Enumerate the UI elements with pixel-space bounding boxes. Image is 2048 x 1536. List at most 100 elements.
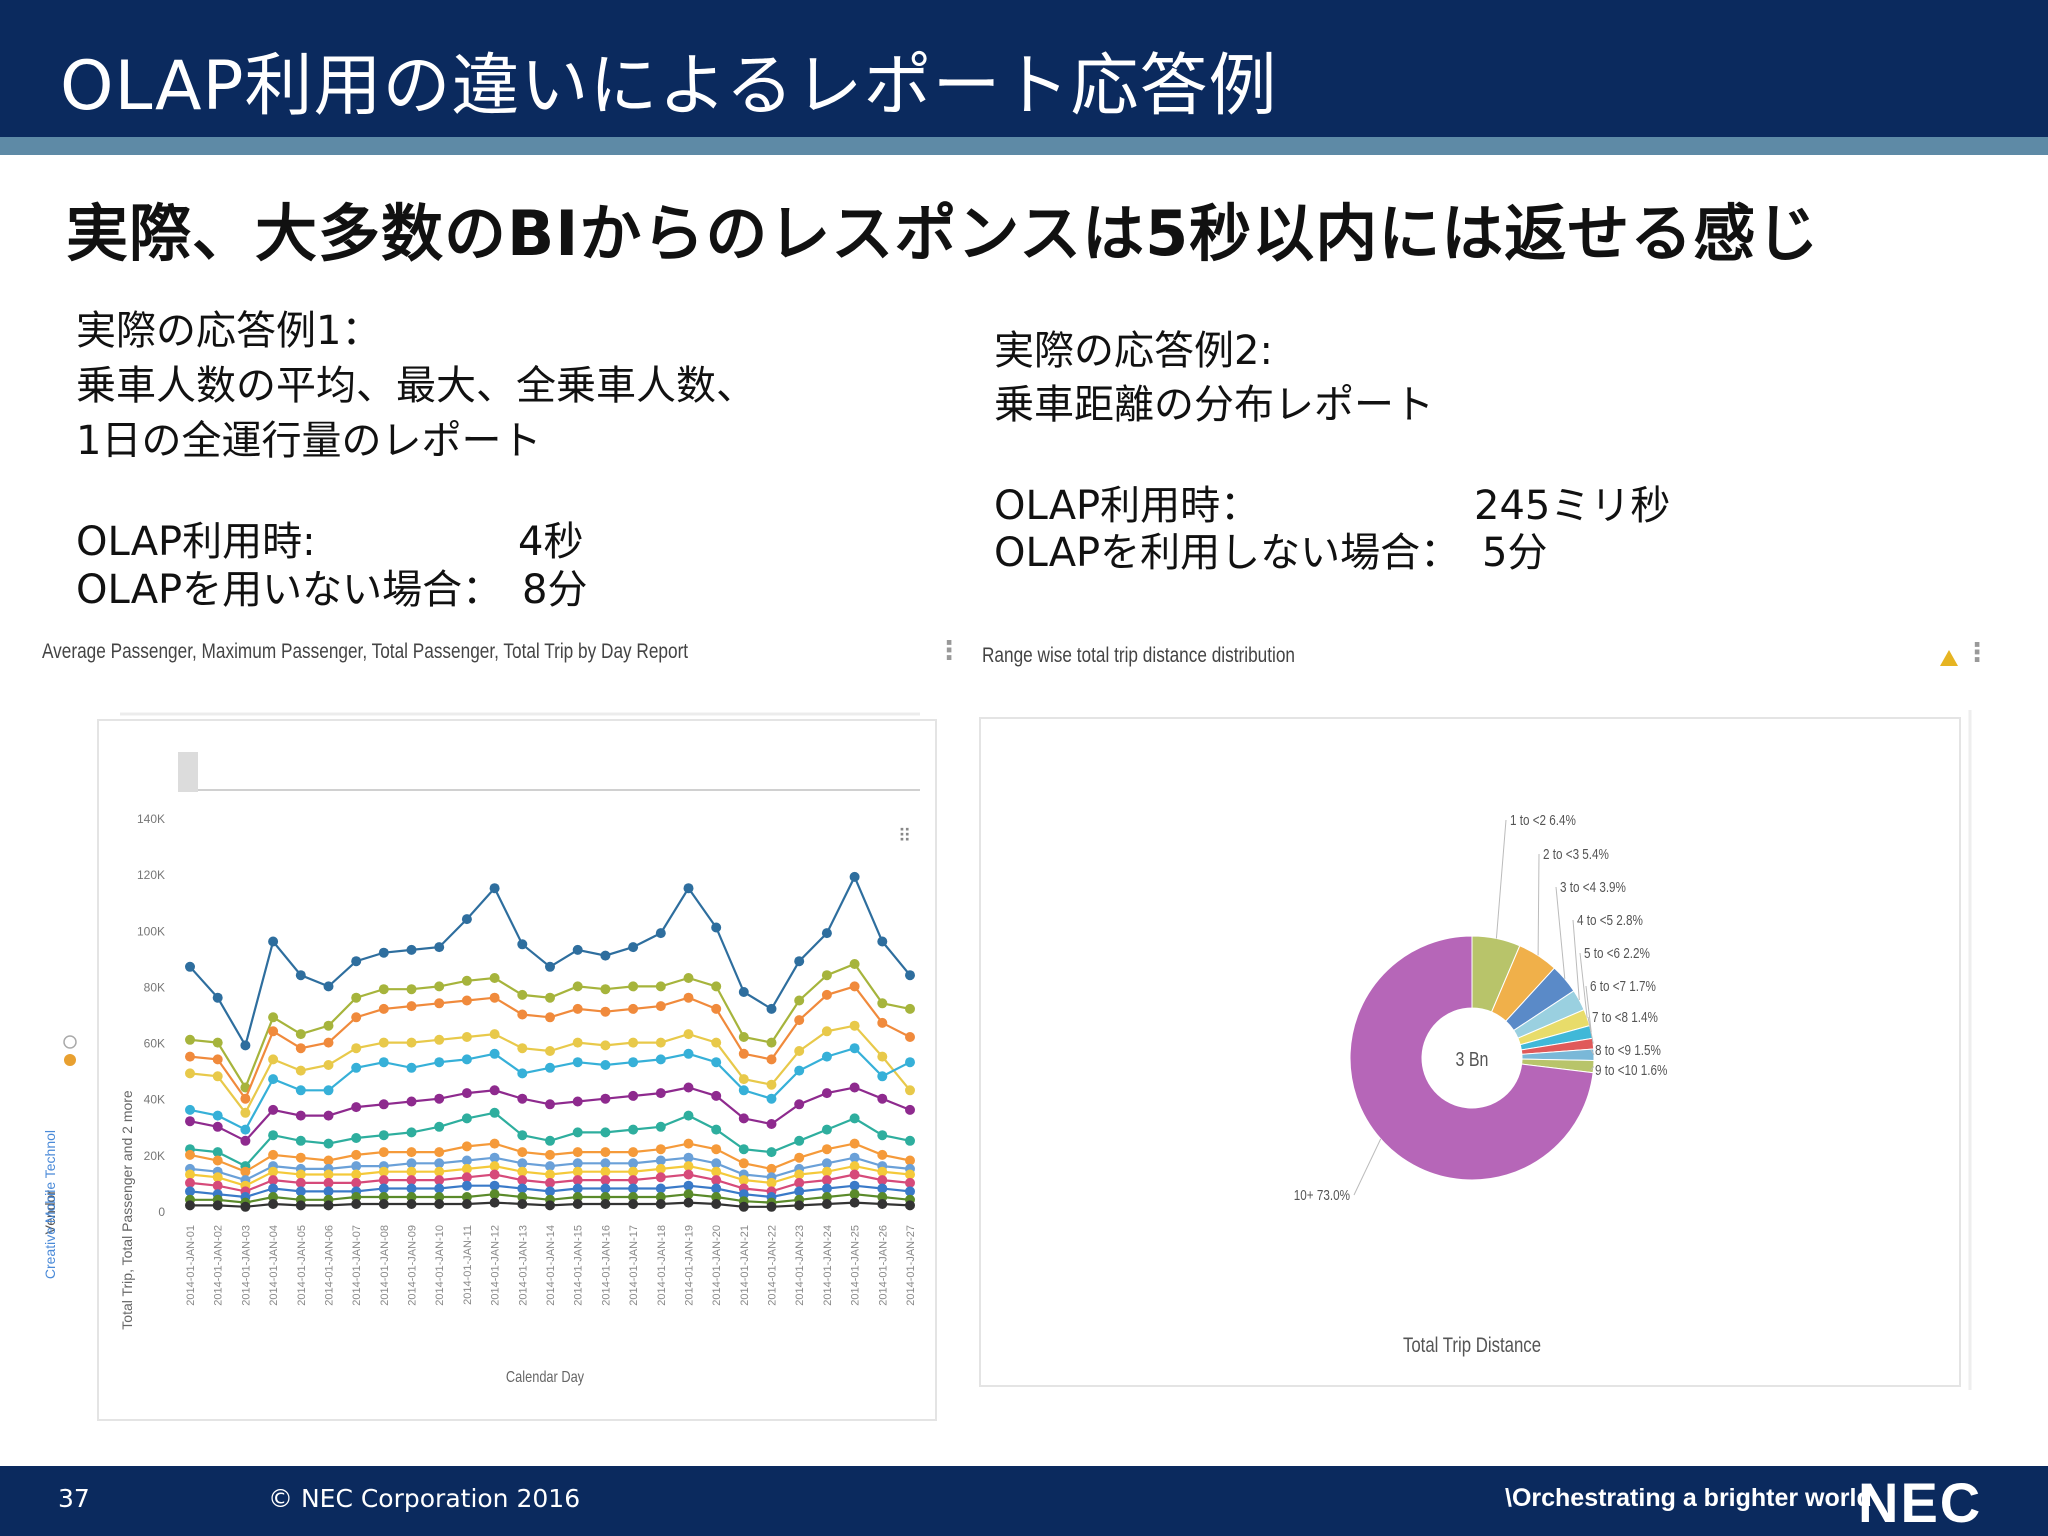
data-point[interactable] [185, 1104, 195, 1115]
data-point[interactable] [185, 1186, 195, 1197]
data-point[interactable] [766, 1079, 777, 1090]
data-point[interactable] [905, 1104, 915, 1115]
data-point[interactable] [212, 1155, 223, 1166]
data-point[interactable] [738, 1085, 749, 1096]
data-point[interactable] [600, 1166, 611, 1177]
data-point[interactable] [351, 956, 362, 967]
data-point[interactable] [849, 959, 860, 969]
data-point[interactable] [268, 1074, 279, 1085]
data-point[interactable] [434, 1093, 445, 1104]
data-point[interactable] [517, 1166, 528, 1177]
data-point[interactable] [240, 1124, 251, 1135]
data-point[interactable] [821, 1166, 832, 1177]
data-point[interactable] [628, 1124, 639, 1135]
data-point[interactable] [268, 1199, 279, 1209]
data-point[interactable] [212, 1147, 223, 1158]
data-point[interactable] [683, 1138, 694, 1149]
data-point[interactable] [683, 1110, 694, 1121]
data-point[interactable] [572, 1057, 583, 1068]
data-point[interactable] [545, 992, 555, 1003]
data-point[interactable] [323, 1020, 334, 1031]
data-point[interactable] [268, 1192, 279, 1202]
data-point[interactable] [794, 1186, 805, 1197]
data-point[interactable] [683, 1029, 694, 1040]
data-point[interactable] [711, 1003, 722, 1014]
data-point[interactable] [738, 987, 749, 997]
data-point[interactable] [738, 1175, 749, 1186]
data-point[interactable] [434, 998, 445, 1009]
data-point[interactable] [378, 1057, 389, 1068]
data-point[interactable] [877, 1199, 888, 1209]
data-point[interactable] [212, 1200, 223, 1211]
data-point[interactable] [905, 970, 915, 981]
data-point[interactable] [711, 1199, 722, 1209]
data-point[interactable] [711, 1037, 722, 1048]
data-point[interactable] [821, 1175, 832, 1186]
data-point[interactable] [323, 1186, 334, 1197]
data-point[interactable] [905, 1032, 915, 1042]
data-point[interactable] [545, 1177, 555, 1188]
data-point[interactable] [517, 1158, 528, 1169]
data-point[interactable] [877, 1183, 888, 1194]
data-point[interactable] [517, 1175, 528, 1186]
data-point[interactable] [517, 1183, 528, 1194]
data-point[interactable] [185, 1200, 195, 1211]
data-point[interactable] [849, 1020, 860, 1031]
data-point[interactable] [240, 1166, 251, 1177]
data-point[interactable] [351, 1169, 362, 1180]
data-point[interactable] [185, 1169, 195, 1180]
data-point[interactable] [434, 1166, 445, 1177]
data-point[interactable] [877, 1093, 888, 1104]
data-point[interactable] [849, 981, 860, 992]
data-point[interactable] [406, 1158, 417, 1169]
data-point[interactable] [628, 1192, 639, 1202]
data-point[interactable] [711, 1175, 722, 1186]
data-point[interactable] [517, 1068, 528, 1079]
data-point[interactable] [461, 1141, 472, 1152]
data-point[interactable] [212, 1037, 223, 1048]
data-point[interactable] [351, 1149, 362, 1160]
zoom-handle[interactable] [178, 752, 198, 792]
data-point[interactable] [434, 942, 445, 953]
data-point[interactable] [295, 1177, 306, 1188]
data-point[interactable] [378, 1192, 389, 1202]
data-point[interactable] [794, 1099, 805, 1110]
data-point[interactable] [655, 1037, 666, 1048]
data-point[interactable] [378, 1175, 389, 1186]
data-point[interactable] [711, 1144, 722, 1155]
data-point[interactable] [351, 1133, 362, 1143]
data-point[interactable] [600, 984, 611, 995]
legend-marker-open[interactable] [63, 1035, 77, 1049]
data-point[interactable] [351, 1043, 362, 1054]
data-point[interactable] [877, 1130, 888, 1141]
data-point[interactable] [185, 1116, 195, 1127]
data-point[interactable] [905, 1200, 915, 1211]
data-point[interactable] [655, 1054, 666, 1065]
data-point[interactable] [655, 1001, 666, 1012]
data-point[interactable] [794, 1152, 805, 1163]
data-point[interactable] [905, 1155, 915, 1166]
data-point[interactable] [794, 1015, 805, 1026]
data-point[interactable] [766, 1201, 777, 1212]
data-point[interactable] [295, 1186, 306, 1197]
data-point[interactable] [683, 1169, 694, 1180]
data-point[interactable] [711, 1192, 722, 1202]
data-point[interactable] [489, 883, 500, 894]
data-point[interactable] [545, 1135, 555, 1146]
data-point[interactable] [185, 1177, 195, 1188]
data-point[interactable] [295, 1152, 306, 1163]
data-point[interactable] [628, 1166, 639, 1177]
data-point[interactable] [212, 1054, 223, 1065]
data-point[interactable] [545, 1012, 555, 1023]
data-point[interactable] [323, 1200, 334, 1211]
data-point[interactable] [351, 1062, 362, 1073]
data-point[interactable] [766, 1003, 777, 1014]
data-point[interactable] [545, 1046, 555, 1056]
data-point[interactable] [711, 1090, 722, 1101]
data-point[interactable] [434, 981, 445, 992]
data-point[interactable] [655, 1163, 666, 1174]
data-point[interactable] [738, 1032, 749, 1042]
data-point[interactable] [295, 1065, 306, 1076]
data-point[interactable] [572, 1096, 583, 1107]
data-point[interactable] [849, 1180, 860, 1191]
